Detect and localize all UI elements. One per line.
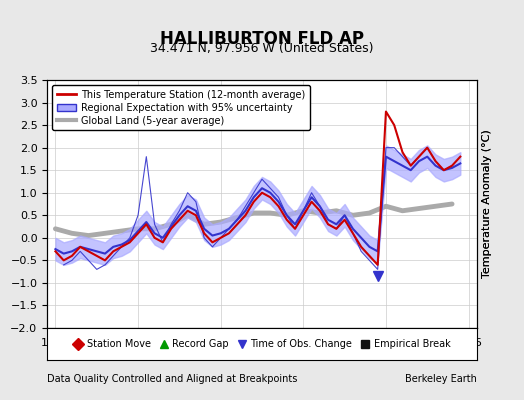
Text: Data Quality Controlled and Aligned at Breakpoints: Data Quality Controlled and Aligned at B… [47, 374, 298, 384]
Text: Berkeley Earth: Berkeley Earth [405, 374, 477, 384]
Legend: This Temperature Station (12-month average), Regional Expectation with 95% uncer: This Temperature Station (12-month avera… [52, 85, 310, 130]
Text: HALLIBURTON FLD AP: HALLIBURTON FLD AP [160, 30, 364, 48]
Legend: Station Move, Record Gap, Time of Obs. Change, Empirical Break: Station Move, Record Gap, Time of Obs. C… [70, 335, 454, 353]
Text: 34.471 N, 97.956 W (United States): 34.471 N, 97.956 W (United States) [150, 42, 374, 55]
Y-axis label: Temperature Anomaly (°C): Temperature Anomaly (°C) [483, 130, 493, 278]
Y-axis label: Temperature Anomaly (°C): Temperature Anomaly (°C) [483, 130, 493, 278]
